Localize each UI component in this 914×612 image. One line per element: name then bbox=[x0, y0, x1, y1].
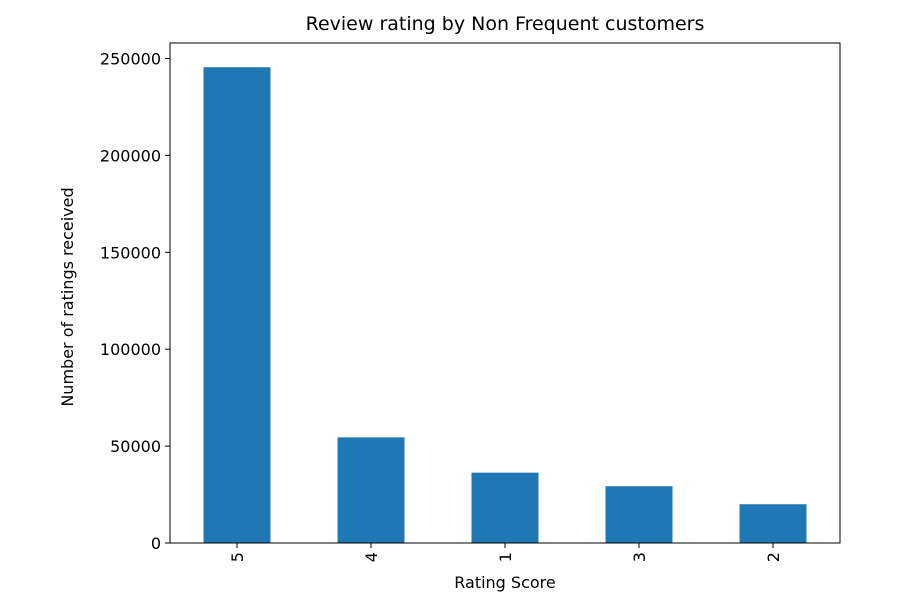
bar-rating-5 bbox=[203, 67, 271, 544]
bar-rating-2 bbox=[739, 504, 807, 543]
x-tick-label: 2 bbox=[764, 552, 783, 562]
x-tick-label: 1 bbox=[496, 552, 515, 562]
y-tick-label: 250000 bbox=[100, 50, 161, 69]
bar-rating-4 bbox=[337, 437, 405, 543]
x-tick-label: 3 bbox=[630, 552, 649, 562]
bar-group bbox=[203, 67, 807, 544]
y-tick-label: 150000 bbox=[100, 243, 161, 262]
y-tick-label: 200000 bbox=[100, 146, 161, 165]
y-tick-label: 50000 bbox=[110, 437, 161, 456]
y-tick-label: 100000 bbox=[100, 340, 161, 359]
y-axis-title: Number of ratings received bbox=[58, 187, 77, 406]
x-tick-label: 5 bbox=[228, 552, 247, 562]
x-axis-title: Rating Score bbox=[454, 573, 555, 592]
bar-rating-1 bbox=[471, 472, 539, 543]
x-tick-label: 4 bbox=[362, 552, 381, 562]
plot-area-frame bbox=[169, 42, 841, 544]
bar-rating-3 bbox=[605, 486, 673, 543]
chart-title: Review rating by Non Frequent customers bbox=[306, 13, 705, 35]
y-axis-ticks: 0 50000 100000 150000 200000 250000 bbox=[100, 50, 170, 553]
y-tick-label: 0 bbox=[151, 534, 161, 553]
x-axis-ticks: 5 4 1 3 2 bbox=[228, 543, 783, 562]
